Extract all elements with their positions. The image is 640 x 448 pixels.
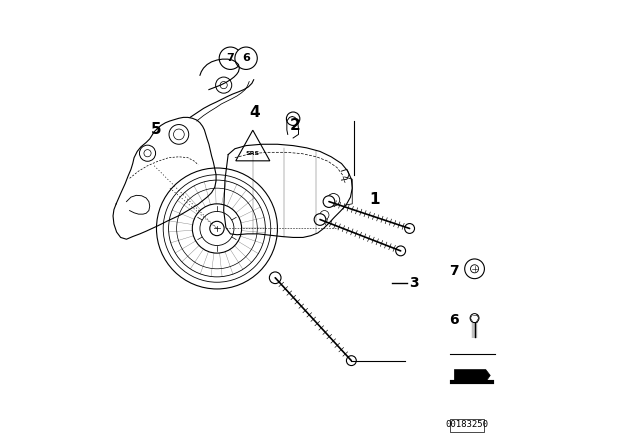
Circle shape [465,259,484,279]
Bar [450,419,484,432]
Text: 1: 1 [369,192,380,207]
Text: 7: 7 [449,264,460,278]
Text: 00183250: 00183250 [445,420,488,429]
Text: 6: 6 [242,53,250,63]
Text: 2: 2 [290,118,301,133]
Circle shape [404,224,415,233]
Circle shape [220,47,242,69]
Circle shape [314,214,326,225]
Circle shape [235,47,257,69]
Text: 6: 6 [449,313,460,327]
Text: 5: 5 [151,122,162,138]
Circle shape [269,272,281,284]
Circle shape [323,196,335,207]
Circle shape [346,356,356,366]
Circle shape [470,314,479,323]
Circle shape [470,265,479,273]
Polygon shape [454,370,490,382]
Text: 3: 3 [410,276,419,290]
Circle shape [396,246,406,256]
Text: SRS: SRS [246,151,260,155]
Text: 7: 7 [227,53,234,63]
Text: 4: 4 [250,104,260,120]
